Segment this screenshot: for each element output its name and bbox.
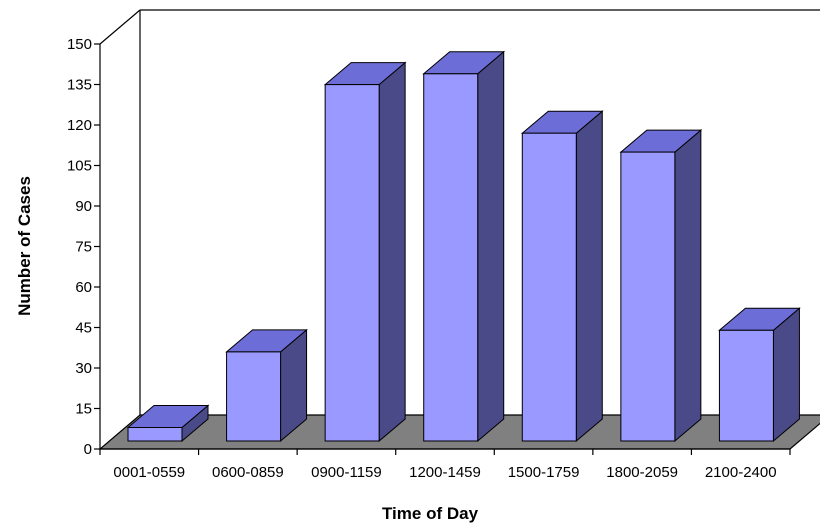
bar-front [127, 427, 183, 442]
y-tick-label: 0 [84, 441, 92, 458]
bar-group [126, 50, 801, 443]
y-tick-label: 60 [75, 279, 92, 296]
bar-front [423, 73, 479, 442]
bar [422, 50, 506, 443]
side-wall-top-edge [99, 9, 141, 45]
y-axis-title: Number of Cases [15, 176, 34, 316]
y-tick-label: 135 [67, 77, 92, 94]
x-tick-label: 1500-1759 [508, 464, 580, 481]
y-tick-label: 15 [75, 401, 92, 418]
x-axis-title: Time of Day [382, 504, 479, 523]
y-tick-label: 30 [75, 360, 92, 377]
bar-front [226, 351, 282, 442]
bar-front [718, 329, 774, 442]
bar-side [477, 50, 505, 443]
bar [126, 404, 210, 443]
y-tick-label: 150 [67, 36, 92, 53]
y-axis-ticks: 0 15 30 45 60 75 90 105 120 135 150 [67, 36, 100, 458]
bar [323, 61, 407, 443]
bar-side [378, 61, 406, 443]
x-tick-label: 1200-1459 [409, 464, 481, 481]
x-tick-label: 0001-0559 [113, 464, 185, 481]
bar [718, 307, 801, 443]
x-axis-ticks: 0001-0559 0600-0859 0900-1159 1200-1459 1500… [99, 449, 791, 481]
bar-front [521, 132, 577, 442]
y-tick-label: 45 [75, 320, 92, 337]
bar [520, 110, 604, 443]
y-tick-label: 90 [75, 198, 92, 215]
x-tick-label: 1800-2059 [606, 464, 678, 481]
y-tick-label: 75 [75, 239, 92, 256]
y-tick-label: 105 [67, 158, 92, 175]
bar-front [620, 151, 676, 442]
bar-side [674, 129, 702, 443]
x-tick-label: 2100-2400 [705, 464, 777, 481]
x-tick-label: 0900-1159 [311, 464, 382, 481]
bar [619, 129, 703, 443]
bar-front [324, 84, 380, 442]
bar-side [772, 307, 800, 443]
y-tick-label: 120 [67, 117, 92, 134]
bar [225, 328, 308, 443]
bar-side [575, 110, 603, 443]
x-tick-label: 0600-0859 [212, 464, 284, 481]
